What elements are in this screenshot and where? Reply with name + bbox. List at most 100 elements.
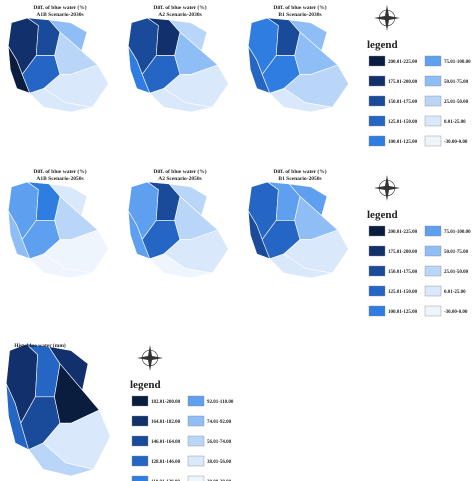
legend-label: 164.01-182.00	[151, 420, 181, 425]
legend-label: 100.01-125.00	[388, 310, 418, 315]
compass-ring	[378, 9, 396, 27]
legend-label: 50.01-75.00	[444, 80, 469, 85]
legend-label: 38.01-56.00	[207, 460, 232, 465]
legend-label: 200.01-225.00	[388, 60, 418, 65]
legend-swatch	[424, 135, 442, 147]
map-region	[168, 19, 208, 52]
legend: legend 200.01-225.00 175.01-200.00 150.01-1…	[367, 175, 471, 317]
legend-label: 0.01-25.00	[444, 290, 466, 295]
legend-label: 75.01-100.00	[444, 230, 471, 235]
legend-swatch	[368, 245, 386, 257]
map-region	[29, 88, 93, 113]
map-panel: Hist. blue water (mm)	[5, 342, 111, 477]
compass-ring	[141, 349, 159, 367]
legend-label: 50.01-75.00	[444, 250, 469, 255]
compass-ring	[378, 179, 396, 197]
map-panel: Diff. of blue water (%)B1 Scenario-2030s	[247, 4, 349, 113]
panel-title: Diff. of blue water (%)	[33, 4, 86, 11]
map-region	[29, 253, 93, 279]
legend-label: -30.00-0.00	[444, 310, 468, 315]
map-region	[168, 183, 208, 217]
panel-subtitle: B1 Scenario-2030s	[278, 12, 321, 18]
legend-swatch	[424, 265, 442, 277]
legend-label: -30.00-0.00	[444, 140, 468, 145]
panel-title: Hist. blue water (mm)	[14, 342, 66, 349]
map-region	[28, 442, 95, 477]
legend-swatch	[424, 55, 442, 67]
legend-label: 150.01-175.00	[388, 270, 418, 275]
legend-swatch	[424, 305, 442, 317]
legend-swatch	[424, 225, 442, 237]
map-region	[149, 88, 213, 113]
map-region	[48, 346, 89, 391]
panel-title: Diff. of blue water (%)	[273, 168, 326, 175]
legend-label: 125.01-150.00	[388, 290, 418, 295]
legend-label: 56.01-74.00	[207, 440, 232, 445]
legend-swatch	[368, 225, 386, 237]
panel-subtitle: A2 Scenario-2050s	[158, 176, 202, 182]
legend-swatch	[424, 245, 442, 257]
legend-swatch	[368, 265, 386, 277]
legend-label: 74.01-92.00	[207, 420, 232, 425]
legend-label: 200.01-225.00	[388, 230, 418, 235]
legend-swatch	[368, 115, 386, 127]
compass	[374, 175, 400, 201]
map-panel: Diff. of blue water (%)B1 Scenario-2050s	[247, 168, 349, 279]
map-panel: Diff. of blue water (%)A1B Scenario-2030…	[7, 4, 109, 113]
map-region	[48, 183, 88, 217]
panel-title: Diff. of blue water (%)	[153, 168, 206, 175]
legend-label: 75.01-100.00	[444, 60, 471, 65]
panel-title: Diff. of blue water (%)	[153, 4, 206, 11]
legend-label: 146.01-164.00	[151, 440, 181, 445]
legend-title: legend	[367, 39, 398, 51]
legend-swatch	[131, 475, 149, 481]
legend-swatch	[368, 75, 386, 87]
legend-swatch	[424, 285, 442, 297]
legend-swatch	[368, 135, 386, 147]
map-region	[149, 253, 213, 279]
legend-label: 100.01-125.00	[388, 140, 418, 145]
legend-swatch	[368, 305, 386, 317]
legend-swatch	[187, 435, 205, 447]
legend-label: 150.01-175.00	[388, 100, 418, 105]
legend-swatch	[187, 475, 205, 481]
legend-label: 25.01-50.00	[444, 270, 469, 275]
legend-label: 175.01-200.00	[388, 80, 418, 85]
legend-label: 128.01-146.00	[151, 460, 181, 465]
legend-label: 92.01-110.00	[207, 400, 234, 405]
legend-title: legend	[130, 379, 161, 391]
panel-subtitle: A1B Scenario-2050s	[36, 176, 83, 182]
panel-title: Diff. of blue water (%)	[33, 168, 86, 175]
legend-swatch	[131, 395, 149, 407]
map-panel: Diff. of blue water (%)A2 Scenario-2050s	[127, 168, 229, 279]
legend: legend 200.01-225.00 175.01-200.00 150.01-1…	[367, 5, 471, 147]
legend-label: 175.01-200.00	[388, 250, 418, 255]
legend-swatch	[368, 285, 386, 297]
legend-title: legend	[367, 209, 398, 221]
map-region	[269, 253, 333, 279]
map-region	[288, 19, 328, 52]
legend-label: 0.01-25.00	[444, 120, 466, 125]
legend-swatch	[187, 455, 205, 467]
legend-swatch	[424, 95, 442, 107]
legend-swatch	[131, 455, 149, 467]
compass	[137, 345, 163, 371]
map-region	[288, 183, 328, 217]
legend: legend 182.01-200.00 164.01-182.00 146.01-1…	[130, 345, 234, 481]
legend-swatch	[187, 415, 205, 427]
legend-swatch	[131, 435, 149, 447]
legend-swatch	[424, 75, 442, 87]
legend-swatch	[424, 115, 442, 127]
map-panel: Diff. of blue water (%)A1B Scenario-2050…	[7, 168, 109, 279]
legend-swatch	[368, 55, 386, 67]
legend-swatch	[187, 395, 205, 407]
legend-swatch	[131, 415, 149, 427]
legend-label: 125.01-150.00	[388, 120, 418, 125]
legend-label: 182.01-200.00	[151, 400, 181, 405]
panel-subtitle: A1B Scenario-2030s	[36, 12, 83, 18]
map-region	[269, 88, 333, 113]
panel-subtitle: B1 Scenario-2050s	[278, 176, 321, 182]
panel-title: Diff. of blue water (%)	[273, 4, 326, 11]
map-panel: Diff. of blue water (%)A2 Scenario-2030s	[127, 4, 229, 113]
